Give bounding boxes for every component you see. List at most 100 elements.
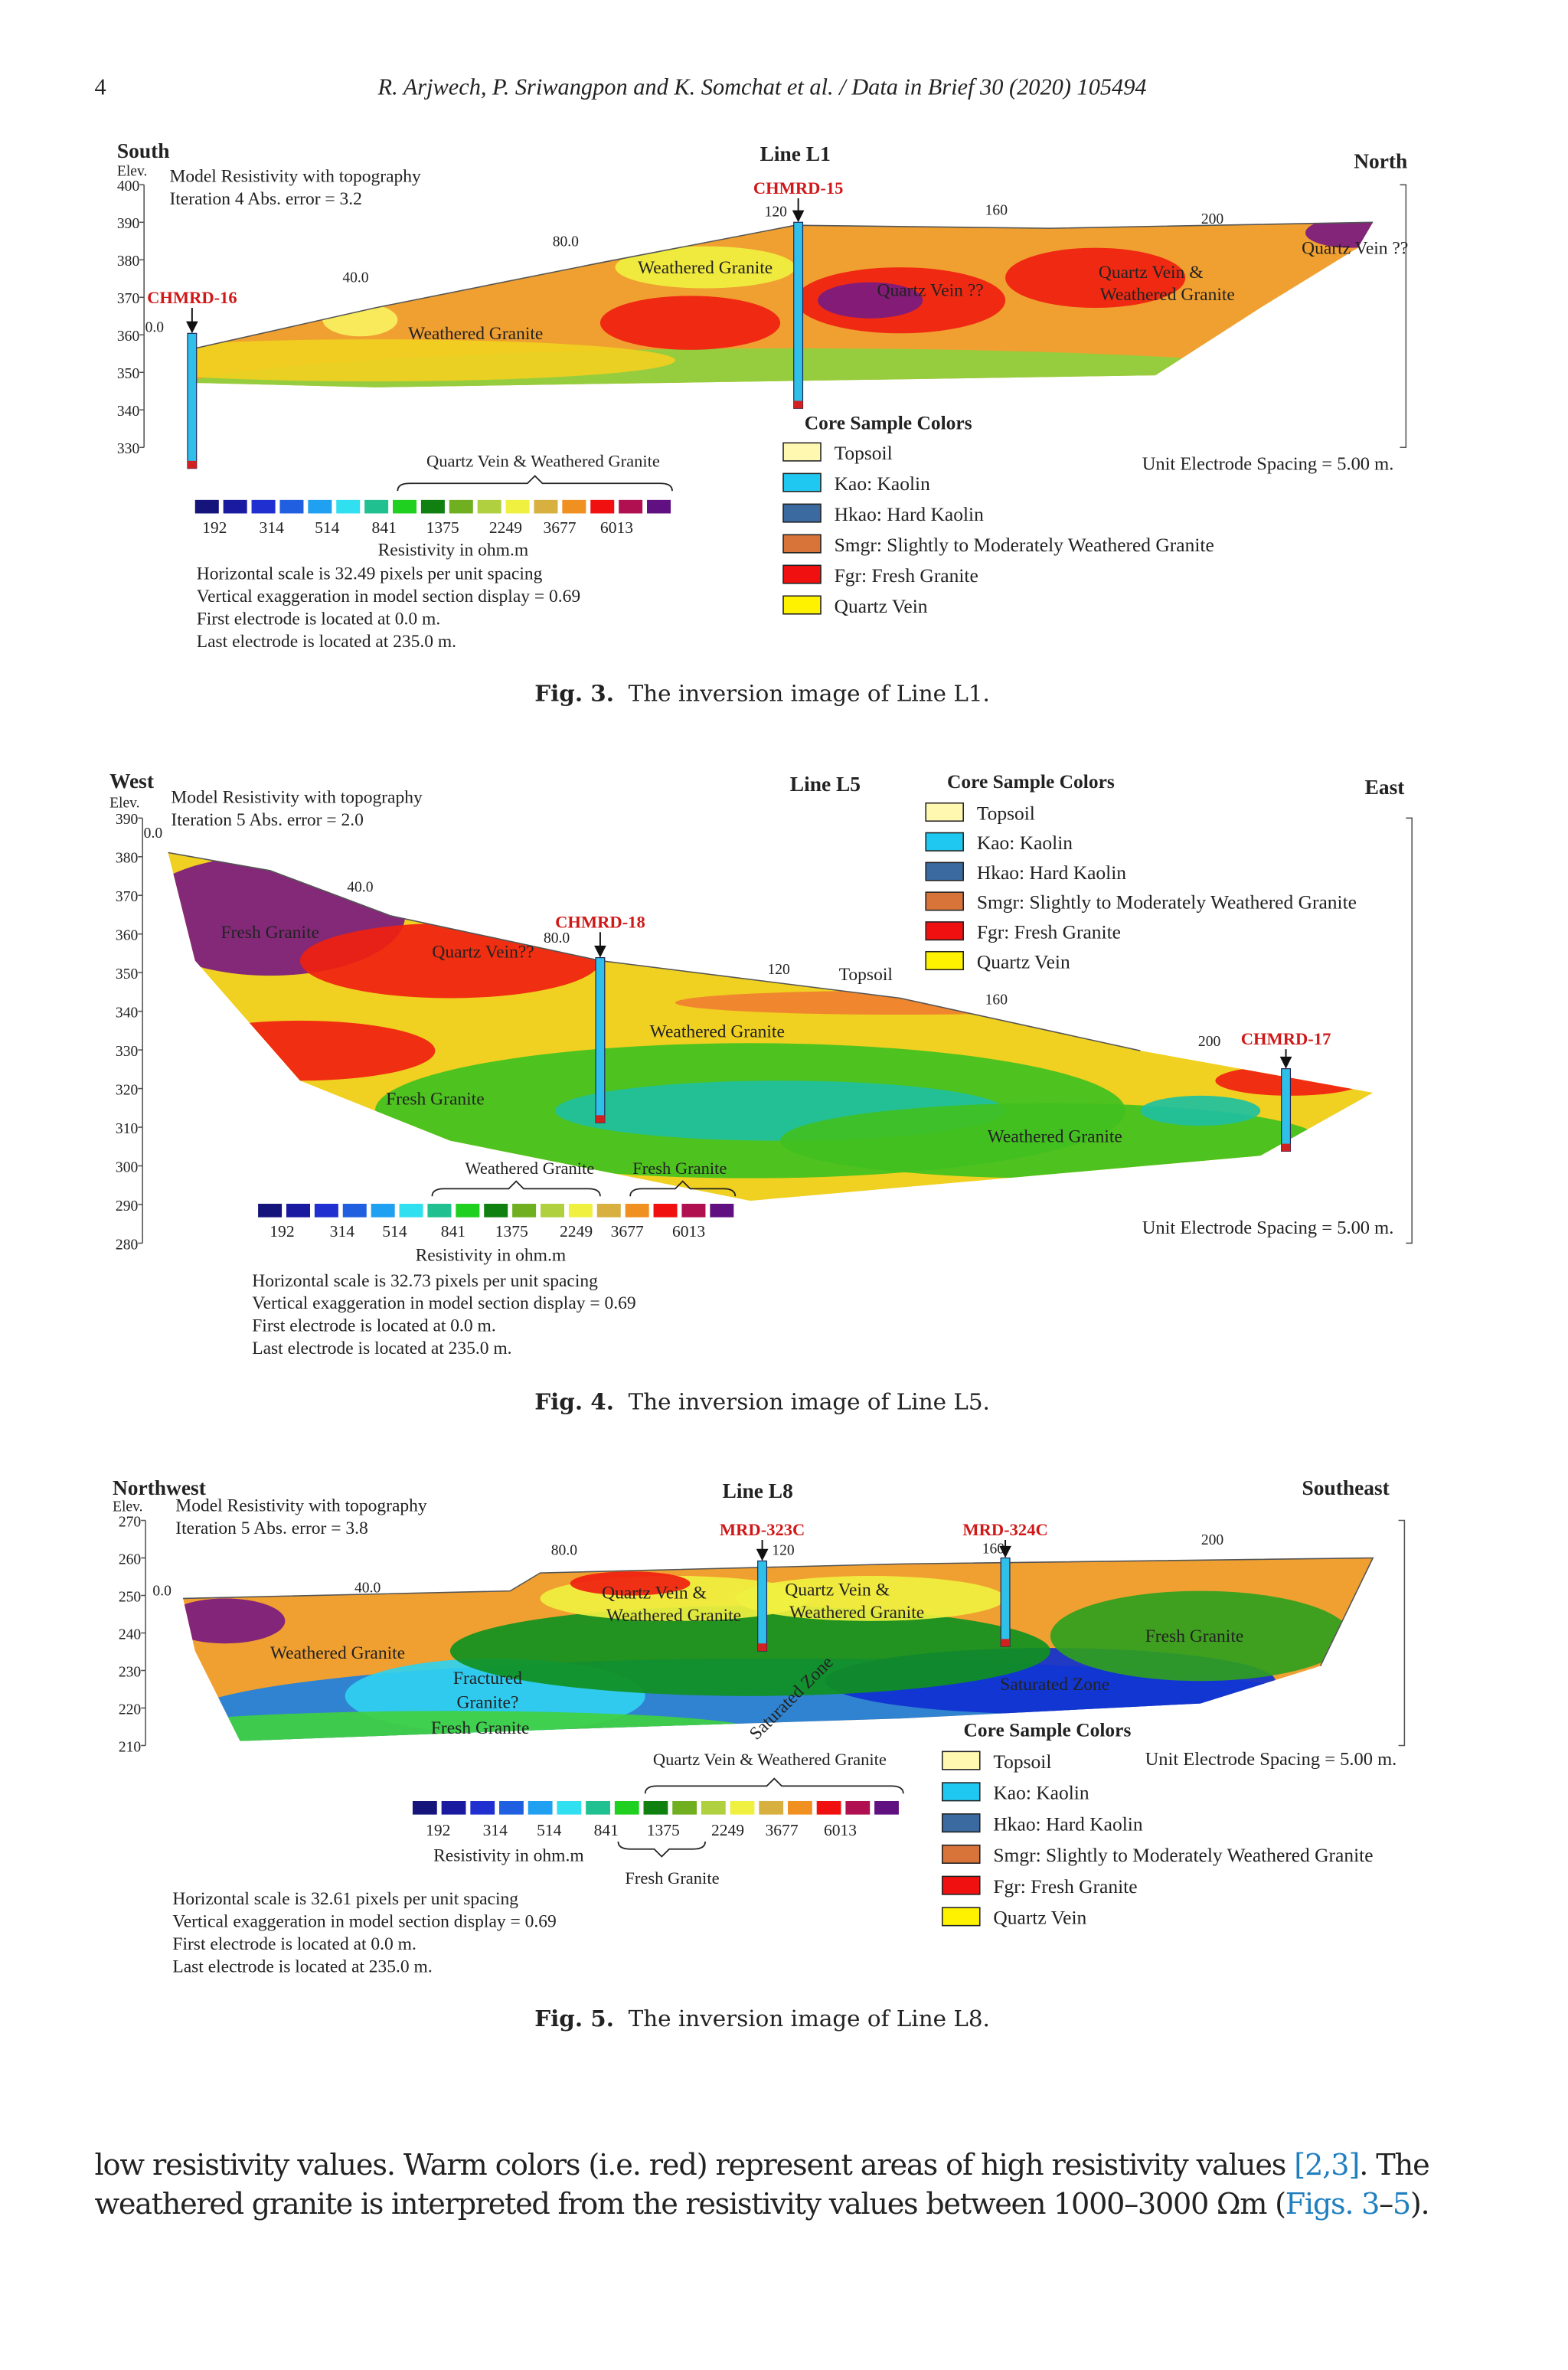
model-note: First electrode is located at 0.0 m. [172, 1934, 416, 1954]
elev-tick-label: 330 [117, 441, 140, 457]
scale-swatch [562, 499, 586, 514]
page-number: 4 [94, 74, 106, 100]
scale-swatch [258, 1203, 283, 1218]
legend-title: Core Sample Colors [947, 770, 1115, 793]
caption-text: The inversion image of Line L5. [629, 1388, 990, 1414]
elev-tick-label: 260 [119, 1551, 142, 1567]
legend-label: Hkao: Hard Kaolin [993, 1813, 1142, 1835]
scale-swatch [614, 1801, 639, 1815]
scale-swatch [730, 1801, 755, 1815]
scale-value: 192 [426, 1821, 450, 1839]
elev-tick-label: 340 [116, 1005, 139, 1021]
elev-tick-label: 310 [116, 1121, 139, 1137]
distance-label: 120 [772, 1543, 795, 1559]
body-text: . The [1359, 2149, 1429, 2182]
elev-tick-label: 230 [119, 1664, 142, 1680]
annotation: Weathered Granite [408, 324, 543, 344]
distance-label: 160 [982, 1541, 1005, 1558]
figure-caption: Fig. 5. The inversion image of Line L8. [534, 2005, 990, 2032]
borehole [757, 1560, 768, 1652]
scale-value: 314 [330, 1222, 355, 1241]
scale-swatch [596, 1203, 621, 1218]
scale-swatch [788, 1801, 812, 1815]
scale-swatch [286, 1203, 310, 1218]
borehole-tip [187, 460, 197, 469]
annotation: Weathered Granite [650, 1022, 785, 1041]
resistivity-zone [449, 1606, 1050, 1696]
elev-tick-label: 280 [116, 1237, 139, 1253]
scale-swatch [251, 499, 276, 514]
borehole-label: MRD-324C [962, 1520, 1047, 1539]
distance-label: 40.0 [342, 270, 368, 286]
reference-link[interactable]: Figs. 3 [1285, 2188, 1380, 2221]
scale-unit: Resistivity in ohm.m [416, 1245, 567, 1265]
iteration: Iteration 4 Abs. error = 3.2 [169, 189, 361, 209]
distance-label: 0.0 [145, 319, 165, 335]
borehole-tip [1001, 1639, 1010, 1647]
elev-tick-label: 320 [116, 1082, 139, 1098]
elev-label: Elev. [117, 164, 148, 180]
legend-label: Kao: Kaolin [977, 832, 1073, 854]
elev-tick-label: 340 [117, 404, 140, 420]
scale-value: 514 [537, 1821, 562, 1839]
scale-swatch [534, 499, 558, 514]
scale-value: 1375 [647, 1821, 680, 1839]
borehole [1000, 1557, 1011, 1647]
legend-swatch [941, 1907, 981, 1927]
scale-value: 192 [202, 518, 227, 537]
annotation: Quartz Vein ?? [1302, 238, 1408, 258]
legend-label: Topsoil [977, 802, 1035, 824]
legend-swatch [782, 595, 822, 615]
legend-label: Kao: Kaolin [835, 472, 930, 495]
legend-label: Kao: Kaolin [993, 1782, 1089, 1804]
elev-tick-label: 370 [117, 291, 140, 307]
scale-swatch [701, 1801, 726, 1815]
scale-swatch [342, 1203, 367, 1218]
borehole-tip [1281, 1143, 1291, 1152]
scale-swatch [528, 1801, 553, 1815]
elev-tick-label: 300 [116, 1159, 139, 1175]
legend-label: Fgr: Fresh Granite [993, 1875, 1137, 1898]
elev-tick-label: 270 [119, 1514, 142, 1530]
scale-group-label: Quartz Vein & Weathered Granite [426, 452, 660, 471]
figure-caption: Fig. 4. The inversion image of Line L5. [534, 1388, 990, 1414]
legend-swatch [782, 564, 822, 584]
scale-value: 3677 [543, 518, 576, 537]
legend-label: Topsoil [835, 442, 893, 464]
annotation: Fractured [453, 1669, 522, 1688]
distance-label: 0.0 [152, 1584, 172, 1600]
scale-swatch [586, 1801, 610, 1815]
iteration: Iteration 5 Abs. error = 3.8 [175, 1518, 368, 1538]
elev-tick-label: 400 [117, 178, 140, 195]
scale-swatch [619, 499, 643, 514]
legend-label: Topsoil [993, 1751, 1051, 1773]
scale-swatch [364, 499, 389, 514]
legend-swatch [782, 472, 822, 492]
legend-title: Core Sample Colors [805, 412, 972, 434]
direction-label: North [1354, 150, 1407, 173]
borehole-arrowhead [999, 1545, 1011, 1558]
elev-tick-label: 250 [119, 1589, 142, 1605]
elev-tick-label: 240 [119, 1626, 142, 1643]
reference-link[interactable]: 5 [1393, 2188, 1411, 2221]
scale-value: 1375 [426, 518, 459, 537]
annotation: Granite? [456, 1692, 518, 1712]
scale-bracket [431, 1180, 601, 1197]
scale-value: 6013 [824, 1821, 857, 1839]
scale-swatch [393, 499, 417, 514]
scale-value: 514 [315, 518, 340, 537]
reference-link[interactable]: [2,3] [1294, 2149, 1360, 2182]
scale-swatch [456, 1203, 480, 1218]
scale-swatch [672, 1801, 697, 1815]
borehole-arrowhead [1279, 1056, 1292, 1069]
legend-swatch [941, 1813, 981, 1833]
annotation: Quartz Vein & [602, 1583, 707, 1603]
scale-value: 841 [441, 1222, 466, 1241]
legend-swatch [782, 503, 822, 523]
resistivity-zone [1005, 247, 1186, 308]
scale-swatch [647, 499, 671, 514]
legend-swatch [925, 950, 964, 971]
legend-label: Hkao: Hard Kaolin [835, 503, 984, 525]
annotation: Weathered Granite [1100, 285, 1235, 305]
direction-label: Northwest [113, 1476, 207, 1499]
